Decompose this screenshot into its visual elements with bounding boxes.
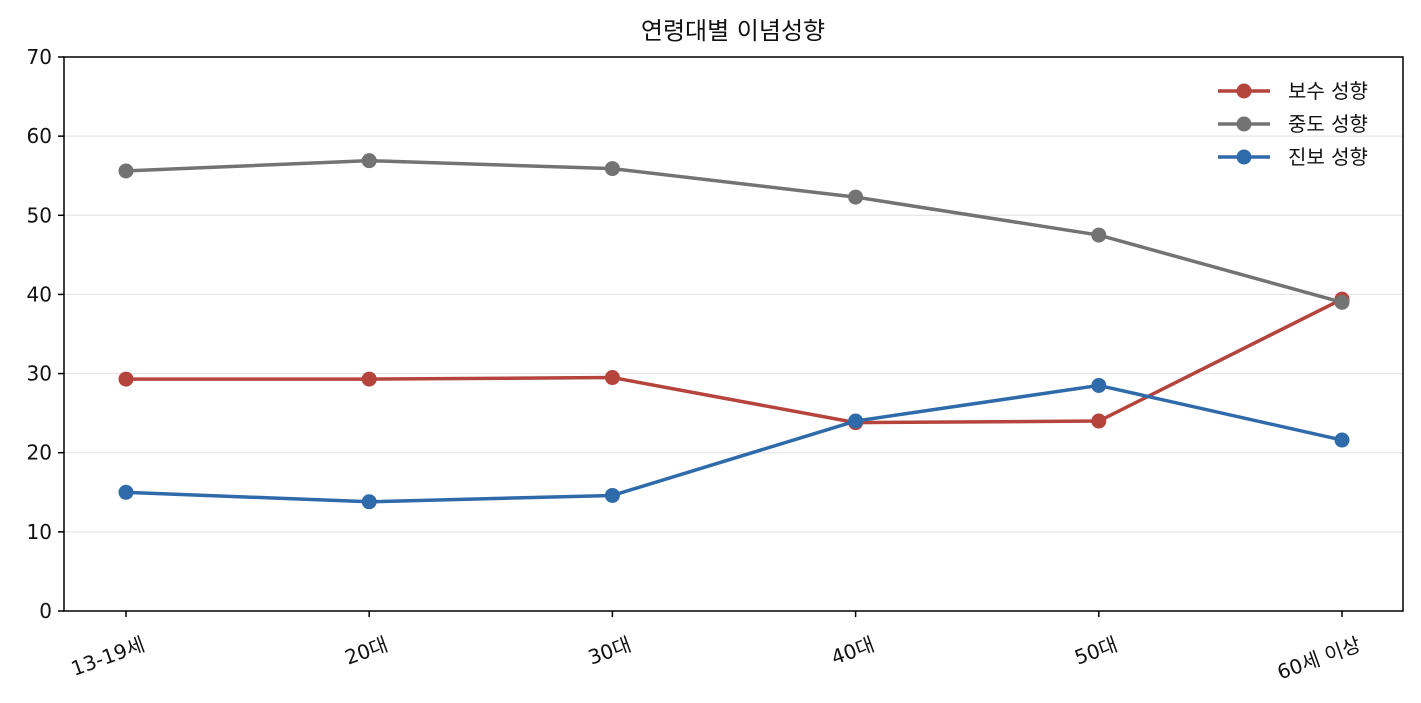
series-2 xyxy=(118,377,1350,510)
legend-label: 중도 성향 xyxy=(1288,112,1368,136)
y-tick-label: 40 xyxy=(27,282,52,306)
x-tick-label: 20대 xyxy=(342,632,391,670)
data-point xyxy=(361,153,377,169)
legend-label: 보수 성향 xyxy=(1288,79,1368,103)
data-point xyxy=(1091,413,1107,429)
y-tick-label: 50 xyxy=(27,203,52,227)
data-point xyxy=(1334,432,1350,448)
x-tick-label: 40대 xyxy=(828,632,877,670)
y-tick-label: 60 xyxy=(27,124,52,148)
y-tick-label: 70 xyxy=(27,45,52,69)
legend-marker xyxy=(1236,149,1252,165)
x-tick-label: 60세 이상 xyxy=(1274,632,1364,684)
y-tick-label: 0 xyxy=(39,599,52,623)
data-point xyxy=(848,189,864,205)
data-point xyxy=(604,370,620,386)
legend-entry-1: 중도 성향 xyxy=(1218,112,1368,136)
series-line xyxy=(124,383,1344,504)
data-point xyxy=(604,161,620,177)
data-point xyxy=(118,484,134,500)
x-tick-label: 30대 xyxy=(585,632,634,670)
plot-frame xyxy=(63,56,1404,612)
legend-marker xyxy=(1236,116,1252,132)
series-line xyxy=(124,158,1344,305)
chart-title: 연령대별 이념성향 xyxy=(641,17,825,45)
legend-label: 진보 성향 xyxy=(1288,145,1368,169)
series-1 xyxy=(118,153,1350,310)
series-lines xyxy=(118,153,1350,510)
series-0 xyxy=(118,291,1350,431)
x-tick-label: 50대 xyxy=(1071,632,1120,670)
data-point xyxy=(118,163,134,179)
grid-lines xyxy=(64,135,1403,533)
series-line xyxy=(124,297,1344,425)
legend-entry-0: 보수 성향 xyxy=(1218,79,1368,103)
data-point xyxy=(361,371,377,387)
data-point xyxy=(848,413,864,429)
x-axis-ticks: 13-19세 20대 30대 40대 50대 60세 이상 xyxy=(68,611,1364,684)
y-axis-ticks: 0 10 20 30 40 50 60 70 xyxy=(27,45,64,623)
data-point xyxy=(1334,294,1350,310)
x-tick-label: 13-19세 xyxy=(68,632,148,681)
y-tick-label: 10 xyxy=(27,520,52,544)
axes xyxy=(63,56,1404,612)
data-point xyxy=(118,371,134,387)
y-tick-label: 30 xyxy=(27,362,52,386)
y-tick-label: 20 xyxy=(27,441,52,465)
legend-entry-2: 진보 성향 xyxy=(1218,145,1368,169)
data-point xyxy=(361,494,377,510)
data-point xyxy=(1091,227,1107,243)
legend-marker xyxy=(1236,83,1252,99)
data-point xyxy=(604,487,620,503)
data-point xyxy=(1091,377,1107,393)
